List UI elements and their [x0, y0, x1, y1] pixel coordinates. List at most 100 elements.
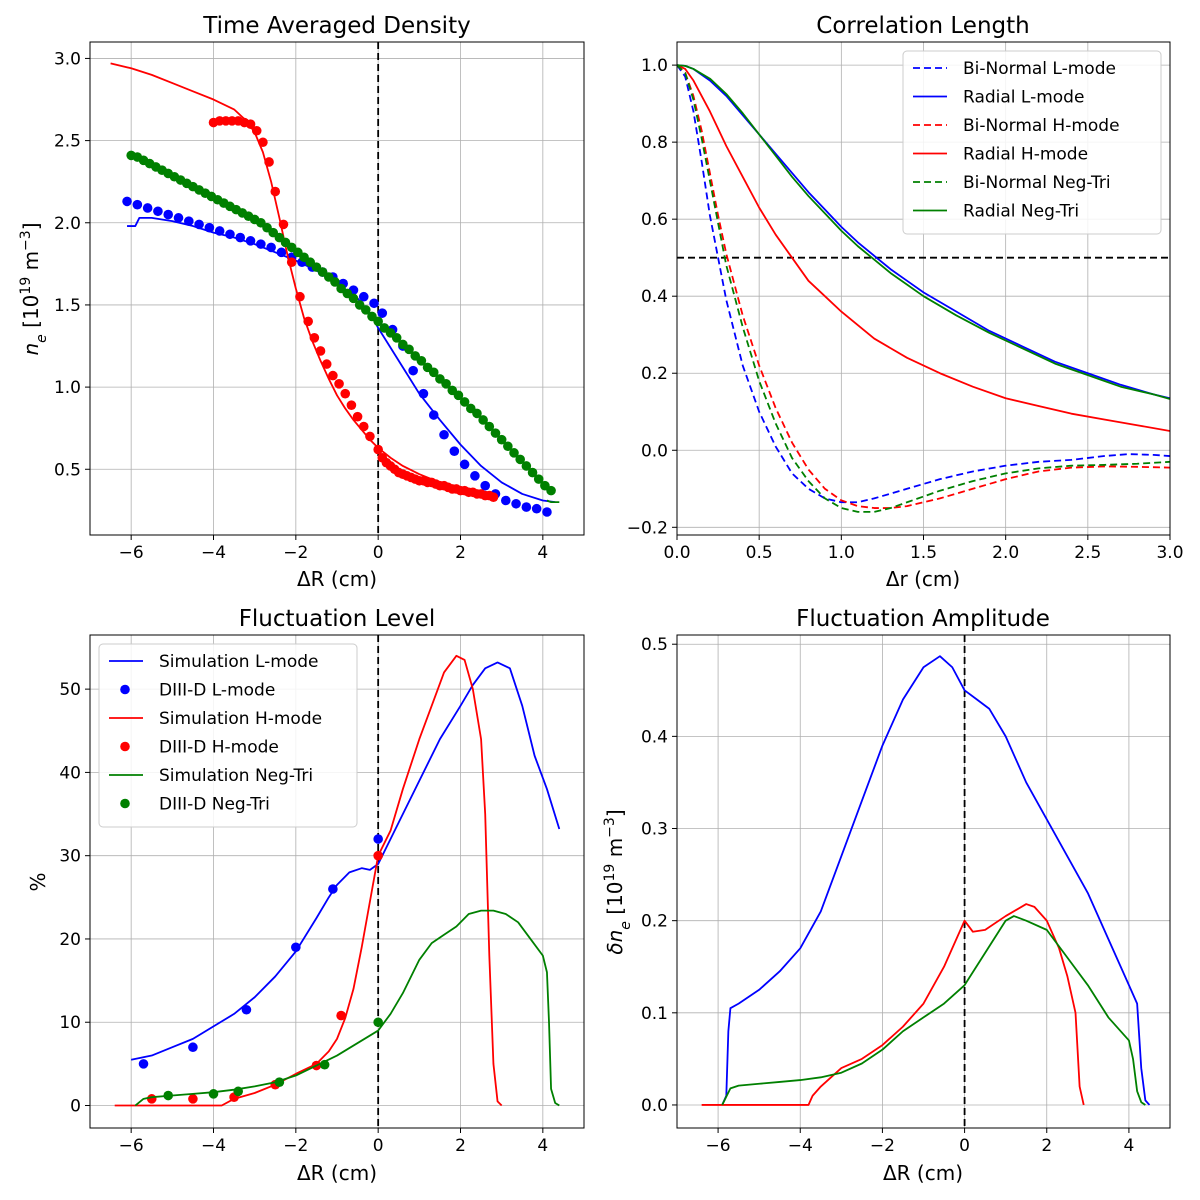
density-diii-d-h-mode-point [340, 388, 351, 399]
density-diii-d-l-mode-point [480, 480, 491, 491]
flevel-legend-marker [120, 741, 130, 752]
density-diii-d-l-mode-point [358, 291, 369, 302]
density-diii-d-l-mode-point [521, 502, 532, 512]
flevel-legend-marker [120, 798, 130, 809]
corr-legend-label: Radial H-mode [963, 145, 1088, 165]
corr-x-tick-label: 0.0 [663, 543, 690, 563]
density-diii-d-neg-tri-point [441, 379, 451, 389]
flevel-legend-label: Simulation Neg-Tri [159, 766, 313, 786]
correlation-legend: Bi-Normal L-mode Radial L-mode Bi-Normal H… [902, 50, 1162, 235]
flevel-legend-label: DIII-D H-mode [159, 738, 279, 758]
flevel-diii-d-h-mode-point [188, 1094, 198, 1104]
corr-legend-label: Bi-Normal Neg-Tri [963, 173, 1111, 193]
fluctuation-amplitude-title: Fluctuation Amplitude [796, 606, 1050, 632]
density-diii-d-neg-tri-point [404, 344, 414, 355]
fluctuation-level-axes-frame [89, 634, 585, 1129]
density-diii-d-h-mode-point [334, 379, 344, 389]
density-diii-d-l-mode-point [225, 229, 235, 240]
famp-y-tick-label: 0.5 [641, 635, 668, 655]
density-diii-d-h-mode-point [315, 346, 326, 356]
famp-x-tick-label: 4 [1124, 1136, 1135, 1156]
density-y-tick-label: 0.5 [54, 460, 81, 480]
famp-y-tick-label: 0.3 [641, 820, 668, 840]
corr-bi-normal-l-mode-line [677, 64, 1170, 504]
famp-y-tick-label: 0.0 [641, 1096, 668, 1116]
density-diii-d-neg-tri-point [391, 333, 402, 343]
density-diii-d-neg-tri-point [416, 356, 427, 366]
flevel-diii-d-neg-tri-point [208, 1089, 219, 1099]
density-diii-d-neg-tri-point [453, 390, 464, 401]
flevel-diii-d-neg-tri-point [163, 1090, 174, 1101]
corr-x-tick-label: 2.0 [992, 543, 1019, 563]
famp-x-tick-label: 0 [959, 1136, 970, 1156]
corr-y-tick-label: 0.6 [641, 210, 668, 230]
famp-y-tick-label: 0.1 [641, 1004, 668, 1024]
corr-y-tick-label: −0.2 [627, 518, 668, 538]
density-diii-d-neg-tri-point [428, 367, 439, 378]
density-diii-d-h-mode-point [251, 125, 262, 136]
flevel-y-tick-label: 10 [59, 1013, 81, 1033]
density-diii-d-neg-tri-point [490, 428, 501, 438]
density-diii-d-neg-tri-point [503, 441, 513, 452]
fluctuation-amplitude-x-label: ΔR (cm) [883, 1161, 963, 1185]
correlation-x-label: Δr (cm) [886, 567, 960, 591]
corr-radial-h-mode-line [677, 64, 1170, 432]
corr-legend-box [902, 50, 1162, 235]
fluctuation-amplitude-ticks: −6 −4 −2 0 2 4 0.0 0.1 0.2 0.3 0.4 0.5 [641, 635, 1134, 1156]
correlation-ticks: 0.0 0.5 1.0 1.5 2.0 2.5 3.0 −0.2 0.0 0.2 0.4 0.6 0.8… [627, 56, 1184, 563]
famp-x-tick-label: −6 [706, 1136, 731, 1156]
density-diii-d-l-mode-point [459, 459, 470, 470]
density-diii-d-h-mode-point [286, 257, 297, 268]
density-ticks: −6 −4 −2 0 2 4 0.5 1.0 1.5 2.0 2.5 3.0 [54, 49, 548, 563]
fluctuation-amplitude-plot-area [701, 635, 1151, 1128]
density-diii-d-h-mode-point [328, 370, 338, 381]
corr-y-tick-label: 0.4 [641, 287, 668, 307]
density-y-tick-label: 2.5 [54, 132, 81, 152]
density-diii-d-l-mode-point [194, 219, 204, 230]
density-diii-d-neg-tri-point [478, 415, 488, 425]
flevel-diii-d-l-mode-point [241, 1004, 252, 1015]
corr-radial-l-mode-line [677, 64, 1170, 400]
density-diii-d-h-mode-point [488, 492, 499, 503]
famp-simulation-neg-tri-line [721, 915, 1146, 1106]
flevel-x-tick-label: −4 [201, 1136, 226, 1156]
famp-simulation-l-mode-line [721, 655, 1151, 1106]
density-diii-d-neg-tri-point [330, 277, 340, 287]
flevel-legend-label: DIII-D L-mode [159, 681, 275, 701]
flevel-x-tick-label: 2 [455, 1136, 466, 1156]
density-diii-d-l-mode-point [173, 213, 184, 223]
flevel-diii-d-h-mode-point [373, 850, 383, 861]
density-x-tick-label: −6 [119, 543, 144, 563]
density-diii-d-l-mode-point [204, 222, 215, 233]
correlation-plot-area [677, 64, 1170, 513]
flevel-diii-d-neg-tri-point [319, 1059, 330, 1070]
density-x-tick-label: 4 [537, 543, 548, 563]
flevel-y-tick-label: 0 [70, 1097, 81, 1117]
flevel-legend-label: Simulation L-mode [159, 652, 318, 672]
density-diii-d-l-mode-point [245, 236, 256, 246]
flevel-y-tick-label: 40 [59, 763, 81, 783]
corr-legend-label: Bi-Normal H-mode [963, 116, 1120, 136]
fluctuation-level-x-label: ΔR (cm) [297, 1161, 377, 1185]
density-simulation-neg-tri-line [546, 499, 560, 504]
panel-fluctuation-amplitude: −6 −4 −2 0 2 4 0.0 0.1 0.2 0.3 0.4 0.5 Fluctuation … [602, 606, 1171, 1185]
density-diii-d-h-mode-point [264, 157, 274, 167]
density-diii-d-neg-tri-point [533, 474, 544, 484]
density-diii-d-h-mode-point [303, 316, 313, 327]
density-diii-d-neg-tri-point [546, 485, 556, 496]
density-diii-d-h-mode-point [258, 137, 268, 148]
density-diii-d-l-mode-point [276, 247, 287, 258]
corr-radial-neg-tri-line [677, 64, 1170, 400]
panel-density: −6 −4 −2 0 2 4 0.5 1.0 1.5 2.0 2.5 3.0 Time Average… [18, 13, 585, 591]
density-diii-d-h-mode-point [346, 400, 357, 410]
flevel-diii-d-neg-tri-point [233, 1086, 243, 1097]
corr-legend-label: Radial L-mode [963, 88, 1084, 108]
corr-x-tick-label: 1.5 [910, 543, 937, 563]
flevel-y-tick-label: 50 [59, 680, 81, 700]
fluctuation-level-plot-area [114, 635, 561, 1128]
density-diii-d-l-mode-point [153, 206, 163, 217]
flevel-diii-d-l-mode-point [188, 1042, 198, 1053]
density-diii-d-neg-tri-point [515, 454, 525, 465]
